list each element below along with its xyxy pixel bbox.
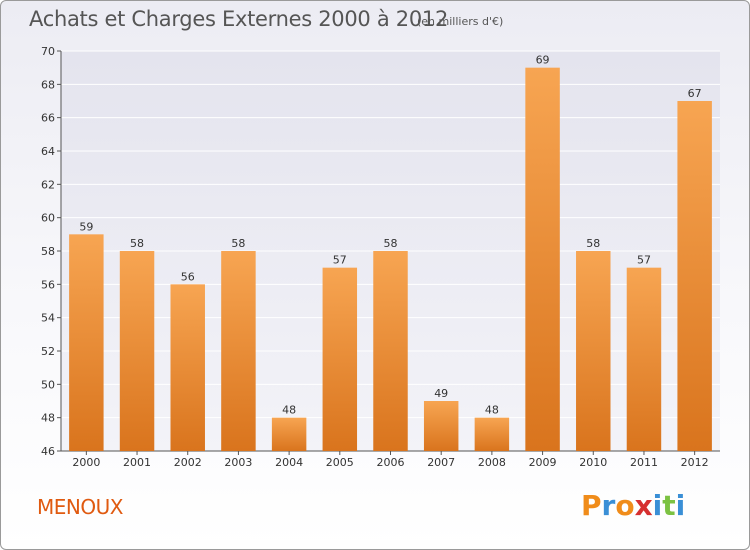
bar-2012 bbox=[677, 101, 712, 451]
data-label-2002: 56 bbox=[181, 270, 195, 283]
bar-2004 bbox=[271, 417, 307, 451]
data-label-2006: 58 bbox=[384, 237, 398, 250]
y-tick-label: 50 bbox=[41, 378, 55, 391]
proxiti-logo: Proxiti bbox=[581, 489, 685, 522]
bar-2008 bbox=[474, 417, 510, 451]
data-label-2007: 49 bbox=[434, 387, 448, 400]
commune-name: MENOUX bbox=[37, 495, 123, 519]
x-tick-label-2009: 2009 bbox=[529, 456, 557, 469]
chart-subtitle: (en milliers d'€) bbox=[417, 15, 504, 28]
x-tick-label-2003: 2003 bbox=[224, 456, 252, 469]
y-tick-label: 56 bbox=[41, 278, 55, 291]
x-tick-label-2004: 2004 bbox=[275, 456, 303, 469]
bar-2006 bbox=[373, 251, 408, 451]
y-tick-label: 54 bbox=[41, 312, 55, 325]
x-tick-label-2011: 2011 bbox=[630, 456, 658, 469]
data-label-2004: 48 bbox=[282, 404, 296, 417]
data-label-2000: 59 bbox=[79, 220, 93, 233]
logo-letter: t bbox=[662, 489, 676, 522]
logo-letter: P bbox=[581, 489, 602, 522]
x-tick-label-2002: 2002 bbox=[174, 456, 202, 469]
bar-2007 bbox=[423, 401, 459, 451]
bar-2011 bbox=[626, 267, 662, 451]
y-tick-label: 46 bbox=[41, 445, 55, 458]
y-tick-label: 52 bbox=[41, 345, 55, 358]
y-tick-label: 58 bbox=[41, 245, 55, 258]
y-tick-label: 70 bbox=[41, 45, 55, 58]
data-label-2011: 57 bbox=[637, 254, 651, 267]
data-label-2001: 58 bbox=[130, 237, 144, 250]
x-tick-label-2008: 2008 bbox=[478, 456, 506, 469]
logo-letter: o bbox=[615, 489, 635, 522]
x-tick-label-2006: 2006 bbox=[377, 456, 405, 469]
data-label-2009: 69 bbox=[536, 54, 550, 67]
bar-2003 bbox=[221, 251, 256, 451]
x-tick-label-2012: 2012 bbox=[681, 456, 709, 469]
x-tick-label-2007: 2007 bbox=[427, 456, 455, 469]
data-label-2008: 48 bbox=[485, 404, 499, 417]
logo-letter: i bbox=[652, 489, 663, 522]
x-tick-label-2000: 2000 bbox=[72, 456, 100, 469]
bar-2005 bbox=[322, 267, 358, 451]
bar-2009 bbox=[525, 67, 560, 452]
logo-letter: i bbox=[675, 489, 686, 522]
x-tick-label-2001: 2001 bbox=[123, 456, 151, 469]
y-tick-label: 48 bbox=[41, 412, 55, 425]
x-tick-label-2010: 2010 bbox=[579, 456, 607, 469]
y-tick-label: 60 bbox=[41, 212, 55, 225]
y-tick-label: 68 bbox=[41, 78, 55, 91]
bar-2000 bbox=[69, 234, 104, 451]
bar-2001 bbox=[119, 251, 155, 451]
data-label-2003: 58 bbox=[231, 237, 245, 250]
bar-2002 bbox=[170, 284, 205, 451]
data-label-2012: 67 bbox=[688, 87, 702, 100]
y-tick-label: 62 bbox=[41, 178, 55, 191]
y-tick-label: 66 bbox=[41, 112, 55, 125]
x-tick-label-2005: 2005 bbox=[326, 456, 354, 469]
y-tick-label: 64 bbox=[41, 145, 55, 158]
logo-letter: x bbox=[634, 489, 653, 522]
logo-letter: r bbox=[601, 489, 616, 522]
bar-2010 bbox=[576, 251, 611, 451]
chart-title: Achats et Charges Externes 2000 à 2012 bbox=[29, 7, 449, 31]
data-label-2005: 57 bbox=[333, 254, 347, 267]
data-label-2010: 58 bbox=[586, 237, 600, 250]
